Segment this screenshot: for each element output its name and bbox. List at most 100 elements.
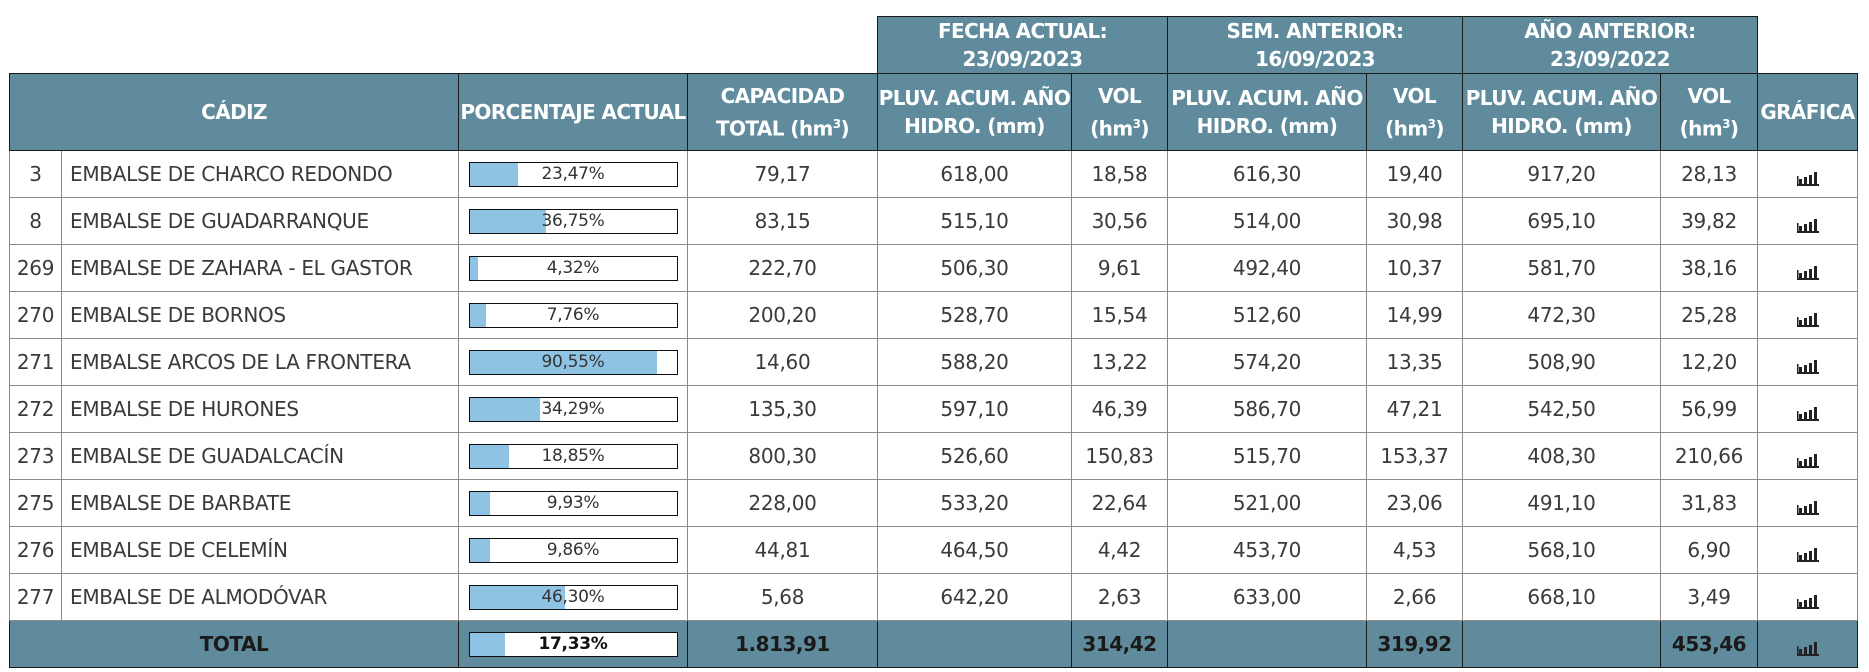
percentage-cell: 46,30% — [458, 573, 688, 621]
bar-chart-icon[interactable] — [1796, 638, 1819, 656]
bar-chart-icon[interactable] — [1796, 168, 1819, 186]
bar-fill — [469, 632, 506, 656]
col-pluv-ano: PLUV. ACUM. AÑO HIDRO. (mm) — [1462, 73, 1661, 151]
col-grafica: GRÁFICA — [1757, 73, 1858, 151]
paren: ) — [840, 116, 850, 141]
vol-actual: 46,39 — [1071, 385, 1168, 433]
percentage-bar: 4,32% — [468, 255, 678, 281]
total-pluv-ano — [1462, 620, 1661, 668]
pluv-sem-anterior: 616,30 — [1167, 150, 1367, 198]
bar-chart-icon[interactable] — [1796, 544, 1819, 562]
total-label: TOTAL — [9, 620, 459, 668]
vol-actual: 4,42 — [1071, 526, 1168, 574]
reservoir-name: EMBALSE ARCOS DE LA FRONTERA — [61, 338, 459, 386]
pluv-sem-anterior: 514,00 — [1167, 197, 1367, 245]
bar-fill — [469, 491, 491, 515]
paren: ) — [1435, 116, 1444, 141]
capacidad-total: 14,60 — [687, 338, 878, 386]
bar-chart-icon[interactable] — [1796, 262, 1819, 280]
bar-chart-icon[interactable] — [1796, 356, 1819, 374]
vol-actual: 30,56 — [1071, 197, 1168, 245]
col-vol-sem: VOL (hm3) — [1366, 73, 1463, 151]
vol-ano-anterior: 39,82 — [1660, 197, 1758, 245]
percentage-value: 9,93% — [546, 492, 600, 513]
reservoir-name: EMBALSE DE GUADALCACÍN — [61, 432, 459, 480]
col-capacidad-line1: CAPACIDAD — [720, 83, 845, 108]
capacidad-total: 83,15 — [687, 197, 878, 245]
pluv-sem-anterior: 574,20 — [1167, 338, 1367, 386]
percentage-bar: 9,86% — [468, 537, 678, 563]
grafica-cell[interactable] — [1757, 150, 1858, 198]
bar-fill — [469, 256, 479, 280]
percentage-bar: 46,30% — [468, 584, 678, 610]
grafica-cell[interactable] — [1757, 526, 1858, 574]
percentage-bar: 23,47% — [468, 161, 678, 187]
bar-chart-icon[interactable] — [1796, 450, 1819, 468]
bar-fill — [469, 303, 486, 327]
pluv-ano-anterior: 472,30 — [1462, 291, 1661, 339]
table-row: 271 EMBALSE ARCOS DE LA FRONTERA 90,55% … — [9, 338, 1858, 386]
bar-fill — [469, 538, 490, 562]
pluv-ano-anterior: 542,50 — [1462, 385, 1661, 433]
pluv-actual: 588,20 — [877, 338, 1072, 386]
grafica-cell[interactable] — [1757, 479, 1858, 527]
vol-ano-anterior: 31,83 — [1660, 479, 1758, 527]
reservoir-name: EMBALSE DE GUADARRANQUE — [61, 197, 459, 245]
grafica-cell[interactable] — [1757, 573, 1858, 621]
percentage-cell: 34,29% — [458, 385, 688, 433]
grafica-cell[interactable] — [1757, 385, 1858, 433]
pluv-sem-anterior: 521,00 — [1167, 479, 1367, 527]
total-grafica-cell[interactable] — [1757, 620, 1858, 668]
col-vol-ano: VOL (hm3) — [1660, 73, 1758, 151]
grafica-cell[interactable] — [1757, 432, 1858, 480]
table-row: 270 EMBALSE DE BORNOS 7,76% 200,20 528,7… — [9, 291, 1858, 339]
vol-actual: 9,61 — [1071, 244, 1168, 292]
superscript: 3 — [832, 116, 841, 131]
grafica-cell[interactable] — [1757, 338, 1858, 386]
grafica-cell[interactable] — [1757, 291, 1858, 339]
grafica-cell[interactable] — [1757, 197, 1858, 245]
bar-chart-icon[interactable] — [1796, 309, 1819, 327]
reservoir-id: 277 — [9, 573, 62, 621]
superscript: 3 — [1722, 116, 1730, 131]
vol-ano-anterior: 38,16 — [1660, 244, 1758, 292]
reservoir-name: EMBALSE DE ZAHARA - EL GASTOR — [61, 244, 459, 292]
pluv-ano-anterior: 581,70 — [1462, 244, 1661, 292]
vol-sem-anterior: 14,99 — [1366, 291, 1463, 339]
total-vol-actual: 314,42 — [1071, 620, 1168, 668]
bar-chart-icon[interactable] — [1796, 215, 1819, 233]
total-percentage-value: 17,33% — [538, 633, 608, 654]
vol-sem-anterior: 2,66 — [1366, 573, 1463, 621]
col-pluv-actual: PLUV. ACUM. AÑO HIDRO. (mm) — [877, 73, 1072, 151]
pluv-ano-anterior: 408,30 — [1462, 432, 1661, 480]
reservoir-name: EMBALSE DE BORNOS — [61, 291, 459, 339]
table-row: 273 EMBALSE DE GUADALCACÍN 18,85% 800,30… — [9, 432, 1858, 480]
percentage-bar: 18,85% — [468, 443, 678, 469]
capacidad-total: 135,30 — [687, 385, 878, 433]
total-percentage-bar: 17,33% — [468, 631, 678, 657]
reservoir-name: EMBALSE DE CELEMÍN — [61, 526, 459, 574]
total-pluv-actual — [877, 620, 1072, 668]
reservoir-id: 3 — [9, 150, 62, 198]
capacidad-total: 5,68 — [687, 573, 878, 621]
vol-ano-anterior: 28,13 — [1660, 150, 1758, 198]
total-vol-ano: 453,46 — [1660, 620, 1758, 668]
percentage-cell: 23,47% — [458, 150, 688, 198]
header-spacer — [1757, 16, 1858, 74]
percentage-bar: 36,75% — [468, 208, 678, 234]
percentage-cell: 36,75% — [458, 197, 688, 245]
bar-chart-icon[interactable] — [1796, 591, 1819, 609]
pluv-ano-anterior: 568,10 — [1462, 526, 1661, 574]
bar-fill — [469, 585, 566, 609]
grafica-cell[interactable] — [1757, 244, 1858, 292]
pluv-ano-anterior: 668,10 — [1462, 573, 1661, 621]
table-row: 272 EMBALSE DE HURONES 34,29% 135,30 597… — [9, 385, 1858, 433]
bar-chart-icon[interactable] — [1796, 403, 1819, 421]
pluv-actual: 597,10 — [877, 385, 1072, 433]
col-pluv-sem: PLUV. ACUM. AÑO HIDRO. (mm) — [1167, 73, 1367, 151]
vol-actual: 13,22 — [1071, 338, 1168, 386]
bar-chart-icon[interactable] — [1796, 497, 1819, 515]
reservoir-name: EMBALSE DE HURONES — [61, 385, 459, 433]
percentage-value: 7,76% — [546, 304, 600, 325]
vol-sem-anterior: 153,37 — [1366, 432, 1463, 480]
